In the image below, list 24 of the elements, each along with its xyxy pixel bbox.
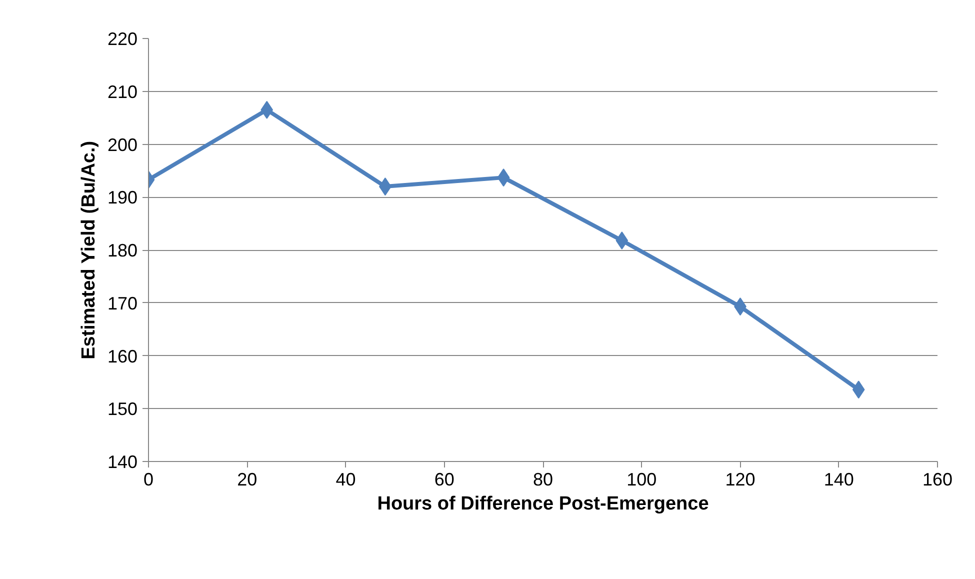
y-axis-title: Estimated Yield (Bu/Ac.): [78, 140, 100, 360]
x-tick-label: 80: [532, 470, 554, 490]
x-tick-label: 140: [824, 470, 854, 490]
y-tick-label: 220: [107, 29, 138, 49]
x-tick-label: 160: [922, 470, 953, 490]
y-tick-label: 200: [107, 134, 138, 155]
y-tick-label: 190: [107, 188, 138, 208]
y-tick-label: 170: [107, 293, 138, 314]
point: [852, 380, 865, 399]
x-axis-title: Hours of Difference Post-Emergence: [377, 494, 709, 514]
y-tick-label: 180: [107, 240, 138, 260]
y-tick-label: 160: [107, 346, 138, 366]
x-tick-label: 20: [237, 470, 258, 490]
y-tick-label: 150: [107, 399, 138, 420]
point: [497, 168, 510, 187]
x-tick-label: 60: [434, 470, 454, 490]
x-tick-label: 40: [336, 470, 356, 490]
y-tick-label: 210: [107, 82, 138, 102]
point: [616, 231, 628, 250]
x-tick-label: 100: [626, 470, 657, 490]
y-tick-label: 140: [107, 452, 138, 472]
x-tick-label: 0: [143, 470, 154, 490]
point: [260, 100, 274, 119]
x-tick-label: 120: [725, 470, 756, 490]
